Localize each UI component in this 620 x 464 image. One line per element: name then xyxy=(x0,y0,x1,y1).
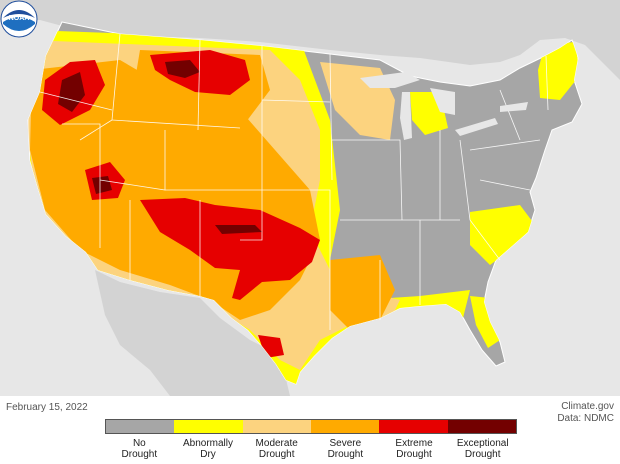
lake-michigan xyxy=(400,92,412,140)
legend-swatch-severe-drought xyxy=(310,420,380,433)
drought-zone-abnormally-dry-east xyxy=(470,205,535,265)
legend-swatch-moderate-drought xyxy=(242,420,311,433)
legend-swatch-extreme-drought xyxy=(379,420,448,433)
drought-zone-exceptional-oregon xyxy=(58,72,85,112)
drought-map: NOAA xyxy=(0,0,620,396)
legend-swatch-no-drought xyxy=(106,420,175,433)
great-lakes xyxy=(360,72,528,140)
legend-label-severe-drought: Severe Drought xyxy=(311,438,380,460)
lake-ontario xyxy=(500,102,528,112)
map-date: February 15, 2022 xyxy=(6,402,88,413)
legend-label-line: No xyxy=(132,438,146,449)
lake-erie xyxy=(455,118,498,136)
drought-zone-exceptional-southwest xyxy=(215,225,262,234)
legend-label-line: Drought xyxy=(258,449,295,460)
drought-zone-abnormally-dry-northeast xyxy=(538,42,580,100)
noaa-logo-text: NOAA xyxy=(9,15,30,22)
lake-huron xyxy=(430,88,455,115)
legend-label-line: Abnormally xyxy=(182,438,234,449)
legend-label-no-drought: No Drought xyxy=(105,438,174,460)
legend: No Drought Abnormally Dry Moderate Droug… xyxy=(105,419,517,460)
canada-landmass xyxy=(0,0,620,80)
legend-bar xyxy=(105,419,517,434)
legend-label-line: Drought xyxy=(327,449,364,460)
legend-label-exceptional-drought: Exceptional Drought xyxy=(448,438,517,460)
drought-zone-severe-south xyxy=(330,255,395,330)
legend-label-line: Drought xyxy=(121,449,158,460)
legend-swatch-abnormally-dry xyxy=(174,420,243,433)
credit-block: Climate.gov Data: NDMC xyxy=(557,401,614,425)
legend-label-extreme-drought: Extreme Drought xyxy=(380,438,449,460)
legend-label-line: Drought xyxy=(396,449,432,460)
state-borders xyxy=(39,33,549,330)
legend-label-line: Severe xyxy=(329,438,362,449)
mexico-landmass xyxy=(95,270,290,396)
legend-label-line: Dry xyxy=(200,449,216,460)
drought-zone-exceptional-nevada xyxy=(92,176,112,194)
legend-label-abnormally-dry: Abnormally Dry xyxy=(174,438,243,460)
legend-label-line: Exceptional xyxy=(456,438,509,449)
legend-label-moderate-drought: Moderate Drought xyxy=(242,438,311,460)
drought-zone-exceptional-montana xyxy=(165,60,200,78)
legend-label-line: Moderate xyxy=(255,438,298,449)
drought-map-svg xyxy=(0,0,620,396)
legend-label-line: Extreme xyxy=(395,438,433,449)
legend-label-line: Drought xyxy=(464,449,501,460)
lake-superior xyxy=(360,72,420,88)
credit-source: Climate.gov xyxy=(561,401,614,412)
legend-labels: No Drought Abnormally Dry Moderate Droug… xyxy=(105,438,517,460)
legend-swatch-exceptional-drought xyxy=(447,420,516,433)
drought-zone-extreme-southwest xyxy=(140,198,320,300)
credit-data: Data: NDMC xyxy=(557,413,614,424)
noaa-logo: NOAA xyxy=(0,0,38,38)
